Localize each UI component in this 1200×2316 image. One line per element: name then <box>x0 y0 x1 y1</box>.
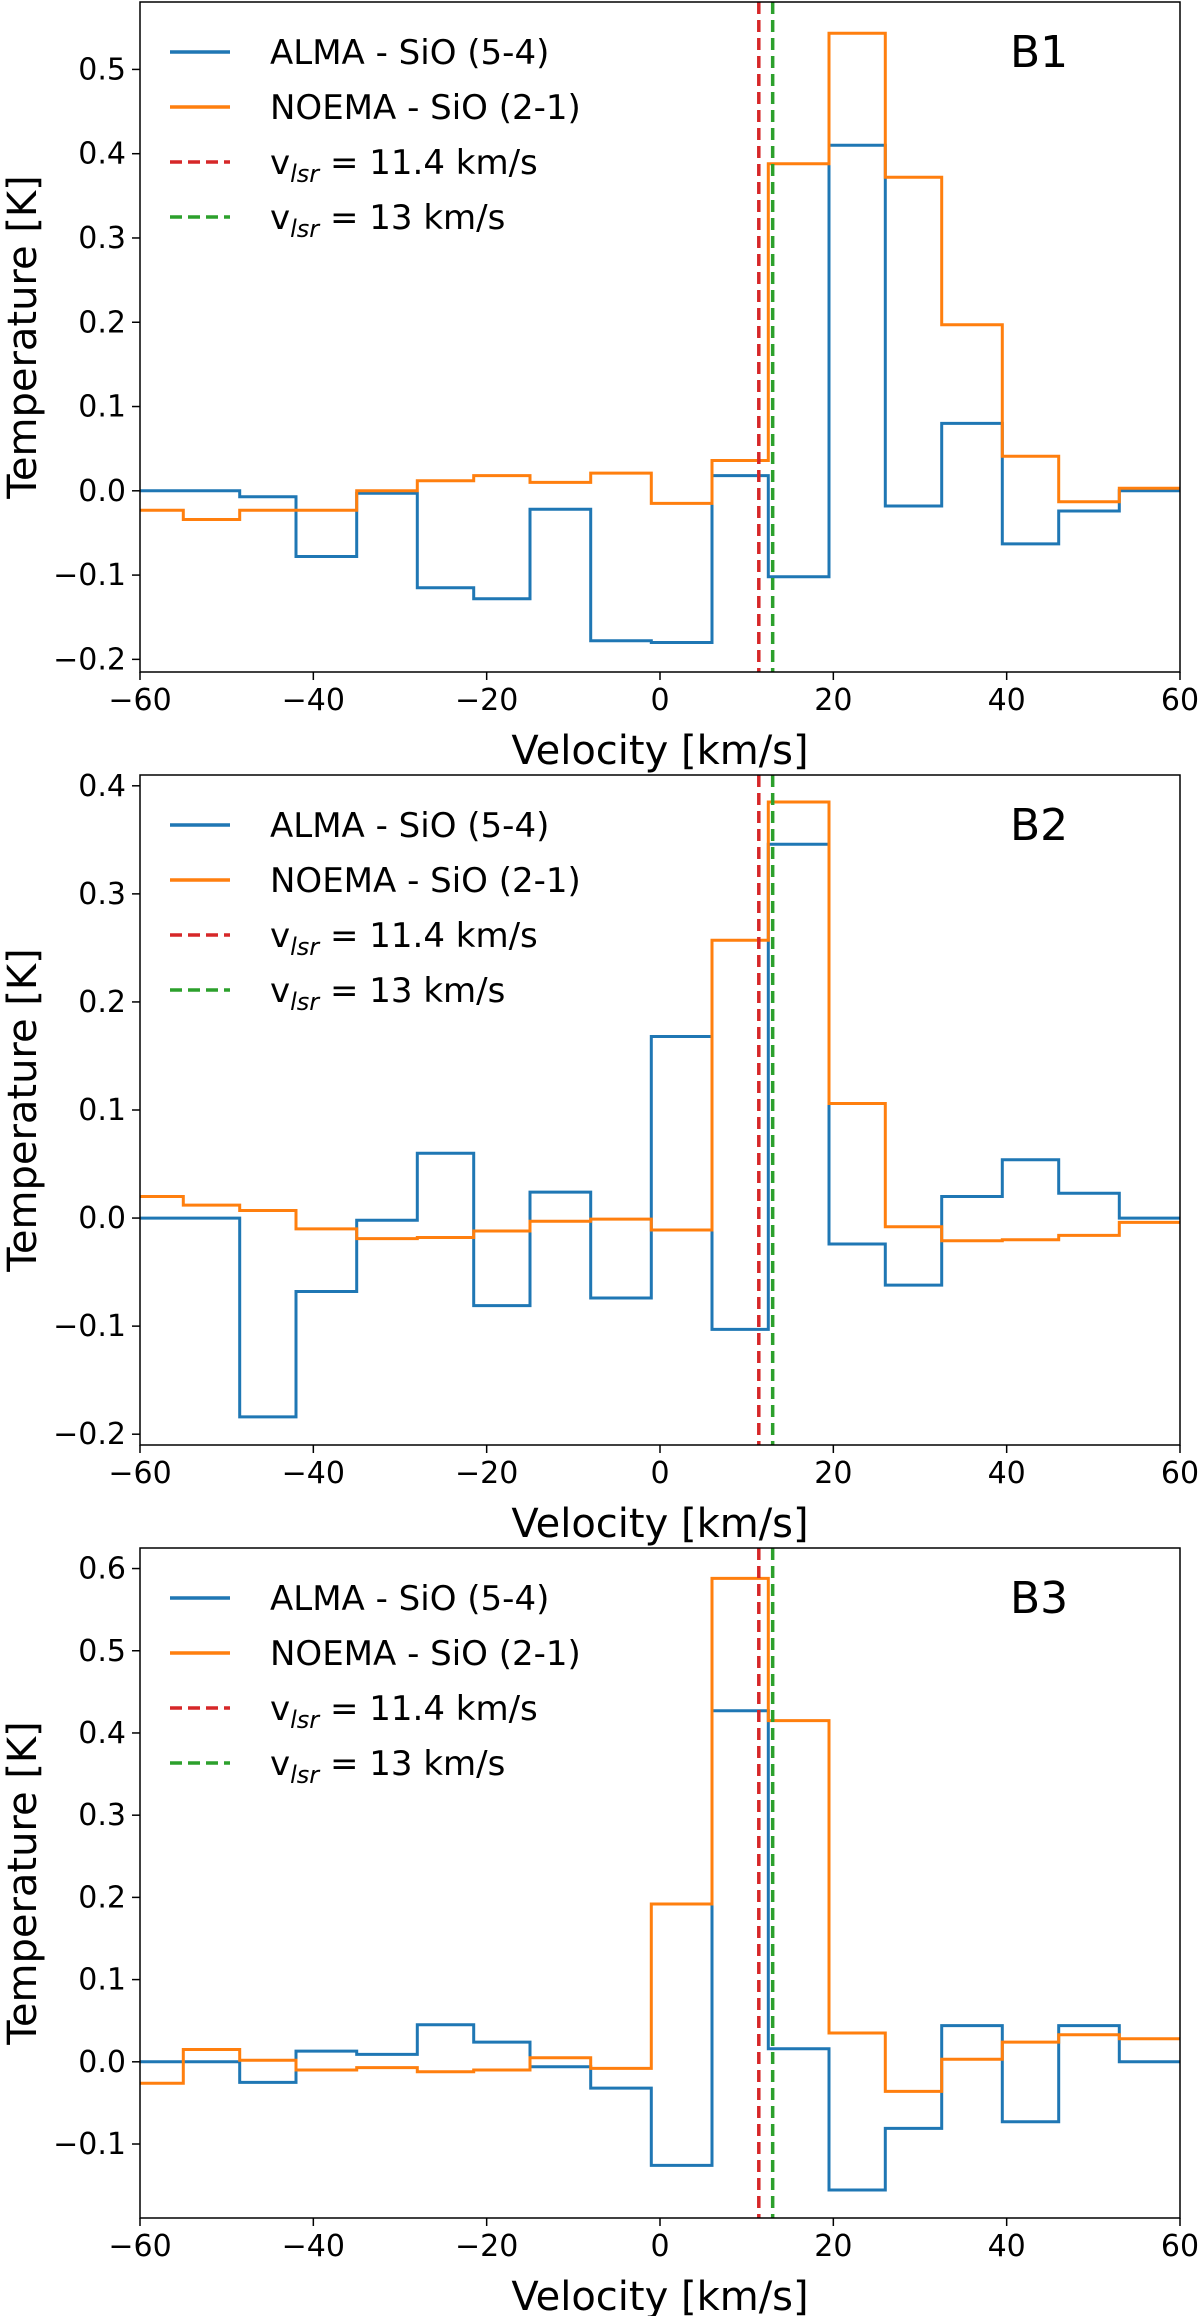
x-tick-label: −60 <box>108 683 171 718</box>
y-tick-label: 0.4 <box>78 769 126 804</box>
y-axis-label: Temperature [K] <box>0 948 46 1273</box>
x-tick-label: −20 <box>455 2229 518 2264</box>
y-tick-label: 0.2 <box>78 1880 126 1915</box>
panel-label: B1 <box>1010 27 1068 78</box>
x-tick-label: 0 <box>650 2229 669 2264</box>
x-tick-label: 20 <box>814 2229 852 2264</box>
x-tick-label: 60 <box>1161 1456 1199 1491</box>
y-axis-label: Temperature [K] <box>0 1721 46 2046</box>
legend-label: vlsr = 13 km/s <box>270 1744 505 1789</box>
legend-label: vlsr = 11.4 km/s <box>270 916 538 961</box>
y-tick-label: −0.2 <box>53 1417 126 1452</box>
x-tick-label: 0 <box>650 683 669 718</box>
plot-area <box>140 2 1180 672</box>
legend-label: vlsr = 11.4 km/s <box>270 143 538 188</box>
y-axis-label: Temperature [K] <box>0 175 46 500</box>
y-tick-label: 0.4 <box>78 137 126 172</box>
legend-label: NOEMA - SiO (2-1) <box>270 88 581 128</box>
y-tick-label: 0.3 <box>78 877 126 912</box>
x-tick-label: −40 <box>282 1456 345 1491</box>
panel-label: B3 <box>1010 1573 1068 1624</box>
x-tick-label: 40 <box>988 683 1026 718</box>
y-tick-label: 0.0 <box>78 474 126 509</box>
legend-label: ALMA - SiO (5-4) <box>270 806 549 846</box>
y-tick-label: 0.1 <box>78 390 126 425</box>
x-tick-label: 60 <box>1161 683 1199 718</box>
x-tick-label: 20 <box>814 1456 852 1491</box>
legend-label: vlsr = 11.4 km/s <box>270 1689 538 1734</box>
y-tick-label: 0.5 <box>78 52 126 87</box>
panel-label: B2 <box>1010 800 1068 851</box>
plot-area <box>140 775 1180 1445</box>
x-tick-label: 20 <box>814 683 852 718</box>
series-line-noema <box>140 800 1180 1243</box>
x-tick-label: −20 <box>455 683 518 718</box>
y-tick-label: 0.4 <box>78 1716 126 1751</box>
y-tick-label: 0.0 <box>78 2045 126 2080</box>
x-tick-label: −40 <box>282 683 345 718</box>
legend-label: ALMA - SiO (5-4) <box>270 33 549 73</box>
y-tick-label: 0.1 <box>78 1093 126 1128</box>
y-tick-label: 0.1 <box>78 1963 126 1998</box>
y-tick-label: −0.1 <box>53 1309 126 1344</box>
y-tick-label: 0.5 <box>78 1634 126 1669</box>
y-tick-label: 0.3 <box>78 221 126 256</box>
legend-label: NOEMA - SiO (2-1) <box>270 861 581 901</box>
y-tick-label: −0.2 <box>53 642 126 677</box>
y-tick-label: 0.2 <box>78 305 126 340</box>
legend: ALMA - SiO (5-4) NOEMA - SiO (2-1) vlsr = … <box>170 1579 581 1789</box>
x-tick-label: 40 <box>988 1456 1026 1491</box>
series-line-noema <box>140 1576 1180 2093</box>
legend-label: ALMA - SiO (5-4) <box>270 1579 549 1619</box>
legend-label: vlsr = 13 km/s <box>270 971 505 1016</box>
plot-area <box>140 1548 1180 2218</box>
x-axis-label: Velocity [km/s] <box>511 2274 808 2316</box>
panel-b1: −60 −40 −20 0 20 40 60 −0.2 −0.1 0.0 0.1 0.2 0.3 0.4 0… <box>0 1 1199 774</box>
x-tick-label: −20 <box>455 1456 518 1491</box>
x-tick-label: −60 <box>108 2229 171 2264</box>
series-line-alma <box>140 842 1180 1419</box>
series-line-noema <box>140 31 1180 521</box>
x-tick-label: 40 <box>988 2229 1026 2264</box>
panel-b3: −60 −40 −20 0 20 40 60 −0.1 0.0 0.1 0.2 0.3 0.4 0.5 0.… <box>0 1547 1199 2316</box>
legend-label: NOEMA - SiO (2-1) <box>270 1634 581 1674</box>
y-tick-label: −0.1 <box>53 558 126 593</box>
legend-label: vlsr = 13 km/s <box>270 198 505 243</box>
x-axis-label: Velocity [km/s] <box>511 728 808 774</box>
y-tick-label: −0.1 <box>53 2127 126 2162</box>
y-tick-label: 0.2 <box>78 985 126 1020</box>
y-tick-label: 0.6 <box>78 1552 126 1587</box>
y-tick-label: 0.0 <box>78 1201 126 1236</box>
legend: ALMA - SiO (5-4) NOEMA - SiO (2-1) vlsr = … <box>170 33 581 243</box>
panel-b2: −60 −40 −20 0 20 40 60 −0.2 −0.1 0.0 0.1 0.2 0.3 0.4 V… <box>0 769 1199 1547</box>
x-axis-label: Velocity [km/s] <box>511 1501 808 1547</box>
y-tick-label: 0.3 <box>78 1798 126 1833</box>
x-tick-label: −60 <box>108 1456 171 1491</box>
x-tick-label: −40 <box>282 2229 345 2264</box>
x-tick-label: 0 <box>650 1456 669 1491</box>
series-line-alma <box>140 143 1180 644</box>
x-tick-label: 60 <box>1161 2229 1199 2264</box>
legend: ALMA - SiO (5-4) NOEMA - SiO (2-1) vlsr = … <box>170 806 581 1016</box>
